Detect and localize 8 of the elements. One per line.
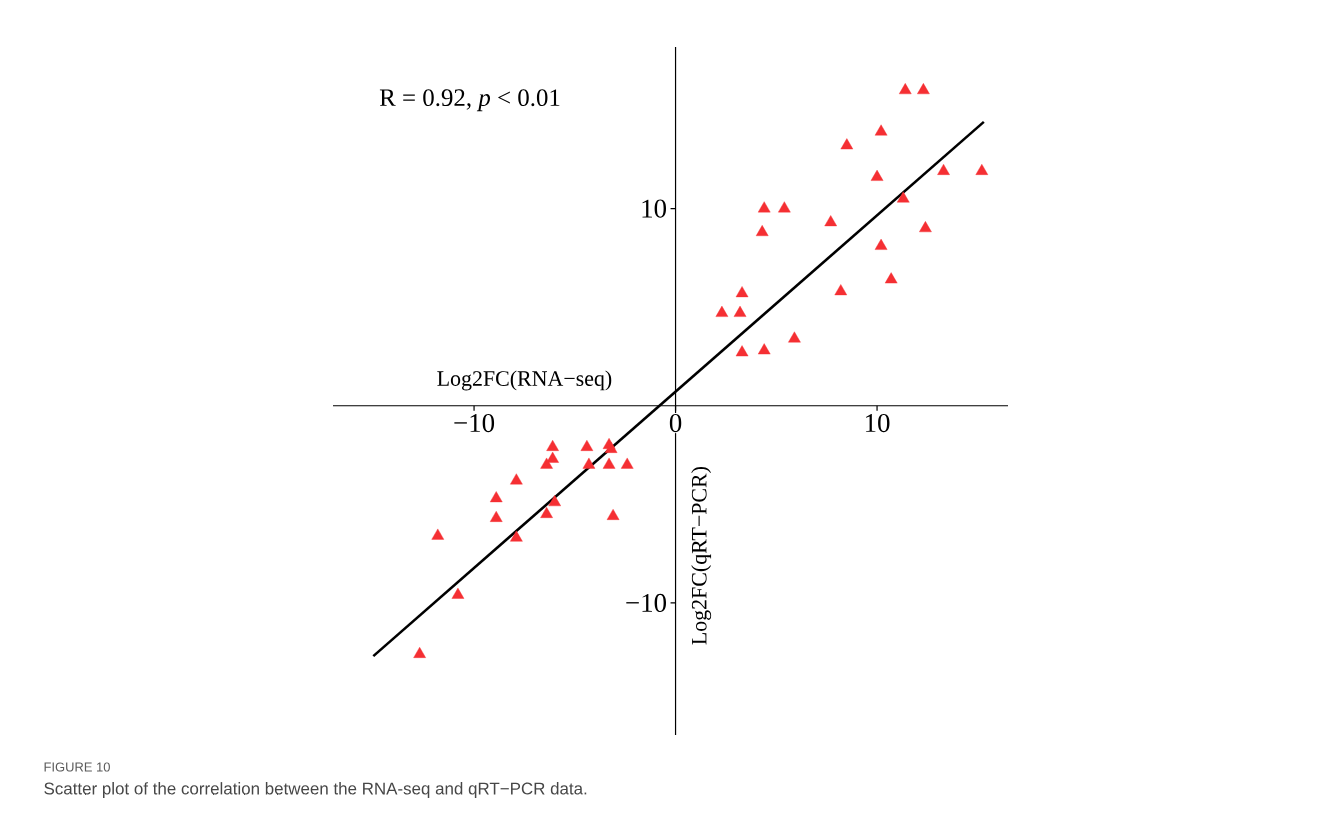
x-tick-label: 10 [865,413,890,433]
x-tick-label: −10 [454,413,495,433]
y-axis-title: Log2FC(qRT−PCR) [691,467,712,645]
annotation: R = 0.92, p < 0.01 [379,89,560,112]
text: Scatter plot of the correlation between the RNA-seq and qRT−PCR data. [44,782,587,798]
x-axis-title: Log2FC(RNA−seq) [437,370,612,391]
x-tick-label: 0 [669,413,682,433]
caption: FIGURE 10 [44,762,110,772]
